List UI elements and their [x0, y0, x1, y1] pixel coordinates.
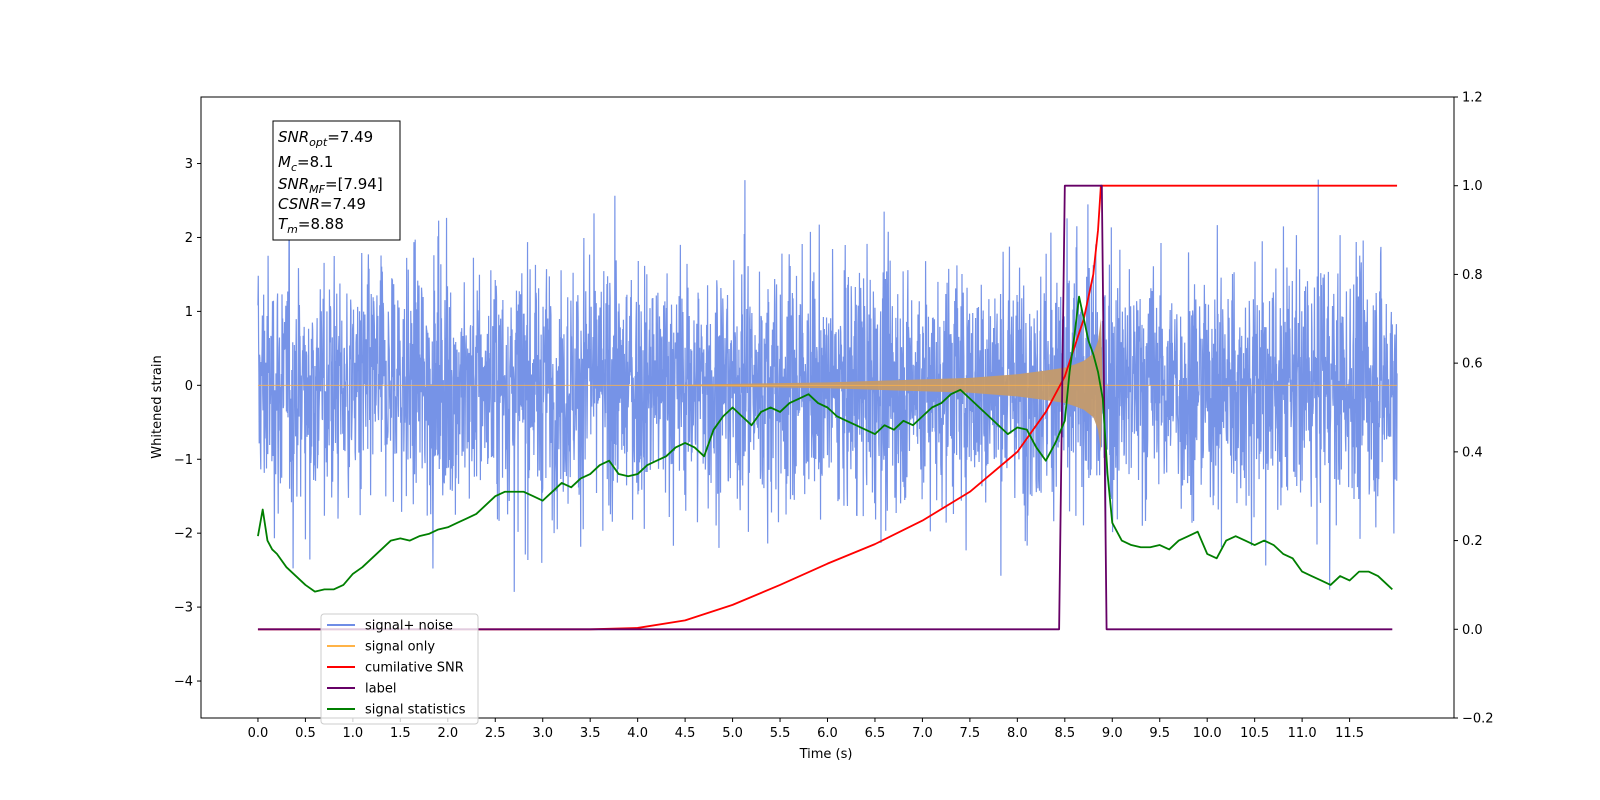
x-tick-label: 0.5	[295, 726, 316, 741]
left-axis-ticks: −4 −3 −2 −1 0 1 2 3	[174, 157, 201, 690]
right-tick-label: 0.6	[1462, 357, 1483, 372]
snr-opt-value: 7.49	[340, 128, 373, 146]
csnr-line: CSNR=7.49	[278, 195, 366, 213]
left-tick-label: −3	[174, 601, 193, 616]
signal-only-series	[257, 318, 1398, 452]
x-tick-label: 7.0	[912, 726, 933, 741]
mc-value: 8.1	[310, 153, 334, 171]
x-tick-label: 9.5	[1149, 726, 1170, 741]
x-tick-label: 4.0	[627, 726, 648, 741]
x-tick-label: 6.5	[865, 726, 886, 741]
x-tick-label: 11.0	[1288, 726, 1317, 741]
mc-line: Mc=8.1	[278, 153, 333, 174]
left-tick-label: −2	[174, 527, 193, 542]
x-tick-label: 9.0	[1102, 726, 1123, 741]
snr-opt-line: SNRopt=7.49	[278, 128, 373, 149]
tm-value: 8.88	[310, 215, 343, 233]
signal-statistics-line	[257, 295, 1393, 593]
signal-plus-noise-line	[257, 179, 1398, 592]
snr-mf-line: SNRMF=[7.94]	[278, 175, 383, 196]
x-tick-label: 3.5	[580, 726, 601, 741]
right-tick-label: 1.0	[1462, 179, 1483, 194]
right-tick-label: 1.2	[1462, 91, 1483, 106]
x-tick-label: 5.0	[722, 726, 743, 741]
left-tick-label: 3	[185, 157, 193, 172]
left-tick-label: −4	[174, 675, 193, 690]
legend-label: signal statistics	[365, 703, 466, 718]
right-axis-series	[257, 184, 1398, 631]
csnr-value: 7.49	[333, 195, 366, 213]
right-tick-label: 0.0	[1462, 623, 1483, 638]
left-tick-label: 2	[185, 231, 193, 246]
x-tick-label: 10.5	[1240, 726, 1269, 741]
x-tick-label: 0.0	[248, 726, 269, 741]
x-tick-label: 1.5	[390, 726, 411, 741]
x-tick-label: 8.0	[1007, 726, 1028, 741]
cumilative-SNR-line	[257, 184, 1398, 631]
x-tick-label: 10.0	[1193, 726, 1222, 741]
x-tick-label: 6.0	[817, 726, 838, 741]
x-axis-label: Time (s)	[799, 747, 853, 762]
x-tick-label: 4.5	[675, 726, 696, 741]
legend-label: cumilative SNR	[365, 661, 464, 676]
x-tick-label: 2.0	[437, 726, 458, 741]
label-line	[257, 184, 1393, 631]
x-axis-ticks: 0.0 0.5 1.0 1.5 2.0 2.5 3.0 3.5 4.0 4.5 5.0 5.5 6.0 6…	[248, 718, 1364, 741]
right-axis-ticks: −0.2 0.0 0.2 0.4 0.6 0.8 1.0 1.2	[1454, 91, 1494, 727]
left-tick-label: 1	[185, 305, 193, 320]
signal-plus-noise-series	[257, 179, 1398, 592]
right-tick-label: 0.4	[1462, 445, 1483, 460]
x-tick-label: 2.5	[485, 726, 506, 741]
left-tick-label: 0	[185, 379, 193, 394]
legend-label: label	[365, 682, 396, 697]
x-tick-label: 5.5	[770, 726, 791, 741]
x-tick-label: 7.5	[960, 726, 981, 741]
snr-mf-value: [7.94]	[338, 175, 383, 193]
x-tick-label: 3.0	[532, 726, 553, 741]
x-tick-label: 8.5	[1054, 726, 1075, 741]
legend-label: signal only	[365, 640, 435, 655]
left-axis-label: Whitened strain	[150, 355, 165, 458]
left-tick-label: −1	[174, 453, 193, 468]
legend-label: signal+ noise	[365, 619, 453, 634]
right-tick-label: 0.2	[1462, 534, 1483, 549]
right-tick-label: −0.2	[1462, 712, 1494, 727]
x-tick-label: 11.5	[1335, 726, 1364, 741]
right-tick-label: 0.8	[1462, 268, 1483, 283]
annotation-box: SNRopt=7.49 Mc=8.1 SNRMF=[7.94] CSNR=7.4…	[272, 120, 401, 241]
legend: signal+ noise signal only cumilative SNR la…	[320, 613, 479, 725]
x-tick-label: 1.0	[343, 726, 364, 741]
tm-line: Tm=8.88	[278, 215, 344, 236]
